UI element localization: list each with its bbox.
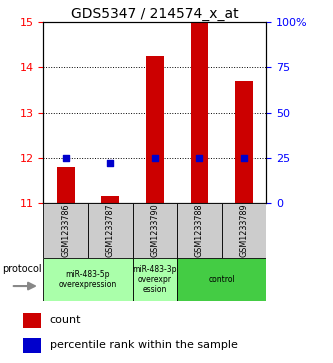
Bar [133, 203, 177, 258]
Text: GSM1233788: GSM1233788 [195, 204, 204, 257]
Point [152, 155, 158, 161]
Text: miR-483-5p
overexpression: miR-483-5p overexpression [59, 270, 117, 289]
Bar [222, 203, 266, 258]
Text: protocol: protocol [2, 264, 42, 274]
Bar [235, 81, 253, 203]
Text: GSM1233789: GSM1233789 [239, 204, 249, 257]
Point [63, 155, 68, 161]
Bar [190, 22, 208, 203]
Bar [177, 258, 266, 301]
Text: GSM1233786: GSM1233786 [61, 204, 70, 257]
Bar [43, 203, 88, 258]
Text: miR-483-3p
overexpr
ession: miR-483-3p overexpr ession [133, 265, 177, 294]
Bar [23, 338, 41, 353]
Bar [57, 167, 75, 203]
Bar [43, 258, 133, 301]
Point [108, 160, 113, 166]
Text: percentile rank within the sample: percentile rank within the sample [50, 340, 237, 350]
Text: count: count [50, 315, 81, 325]
Text: control: control [208, 275, 235, 284]
Title: GDS5347 / 214574_x_at: GDS5347 / 214574_x_at [71, 7, 239, 21]
Bar [146, 56, 164, 203]
Bar [133, 258, 177, 301]
Bar [177, 203, 222, 258]
Text: GSM1233790: GSM1233790 [150, 204, 160, 257]
Bar [88, 203, 133, 258]
Point [241, 155, 247, 161]
Point [197, 155, 202, 161]
Bar [101, 196, 119, 203]
Text: GSM1233787: GSM1233787 [106, 204, 115, 257]
Bar [23, 313, 41, 328]
